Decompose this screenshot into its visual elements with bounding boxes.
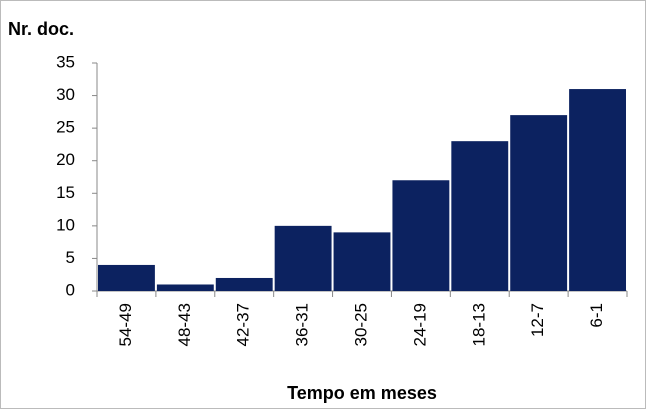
- y-tick-label: 30: [56, 85, 75, 104]
- bar: [274, 225, 332, 291]
- bar: [392, 180, 450, 291]
- x-tick-label: 48-43: [175, 303, 194, 346]
- bar: [510, 115, 568, 291]
- x-tick-label: 30-25: [351, 303, 370, 346]
- x-axis-label: Tempo em meses: [287, 383, 437, 403]
- x-tick-label: 54-49: [116, 303, 135, 346]
- x-tick-label: 18-13: [469, 303, 488, 346]
- y-tick-label: 5: [66, 248, 75, 267]
- x-tick-label: 6-1: [587, 303, 606, 328]
- bar: [451, 141, 509, 291]
- bar: [569, 89, 626, 291]
- x-tick-label: 36-31: [293, 303, 312, 346]
- bar: [215, 277, 273, 291]
- bar: [333, 232, 391, 291]
- x-tick-label: 24-19: [410, 303, 429, 346]
- y-tick-label: 15: [56, 183, 75, 202]
- y-tick-label: 0: [66, 280, 75, 299]
- bar: [156, 284, 214, 291]
- x-tick-label: 42-37: [234, 303, 253, 346]
- bar: [98, 264, 155, 291]
- y-tick-label: 10: [56, 215, 75, 234]
- y-tick-label: 35: [56, 52, 75, 71]
- y-tick-label: 25: [56, 118, 75, 137]
- y-axis-label: Nr. doc.: [8, 19, 74, 39]
- x-tick-label: 12-7: [528, 303, 547, 337]
- y-tick-label: 20: [56, 150, 75, 169]
